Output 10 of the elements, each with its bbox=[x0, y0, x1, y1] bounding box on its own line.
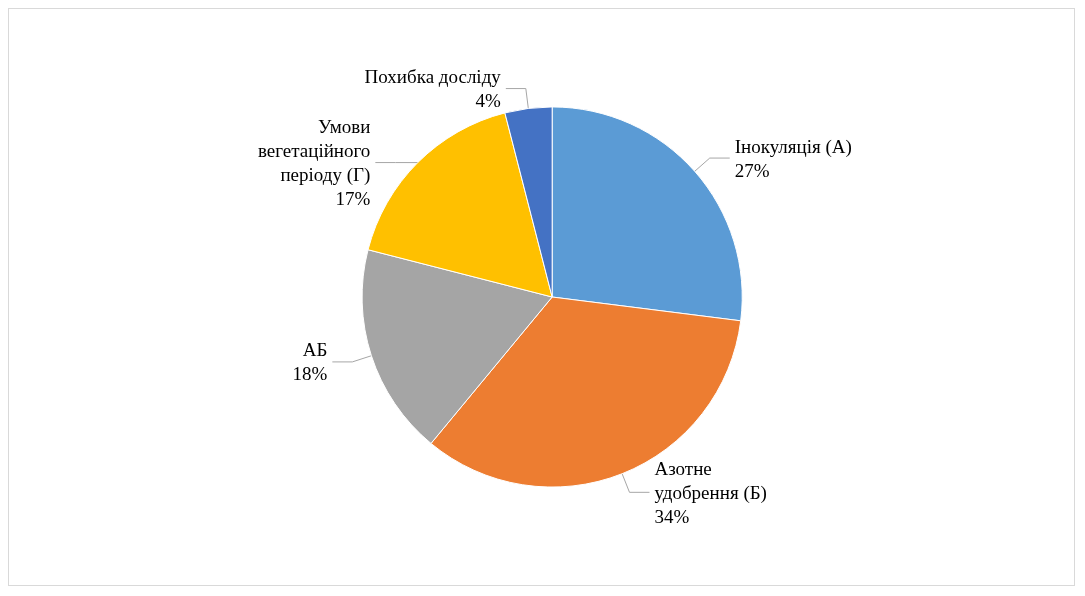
slice-label: Інокуляція (А) bbox=[734, 135, 852, 158]
slice-label: Похибка досліду bbox=[364, 66, 502, 88]
slice-label: Умови вегетаційного періоду (Г) bbox=[257, 116, 371, 187]
slice-label: АБ bbox=[302, 339, 328, 361]
data-label: 4% bbox=[475, 90, 501, 112]
data-label: 18% bbox=[292, 363, 328, 385]
data-label: 17% bbox=[335, 188, 371, 210]
data-label: 34% bbox=[654, 505, 690, 527]
slice-label: Азотне удобрення (Б) bbox=[654, 457, 767, 504]
data-label: 27% bbox=[734, 159, 770, 181]
